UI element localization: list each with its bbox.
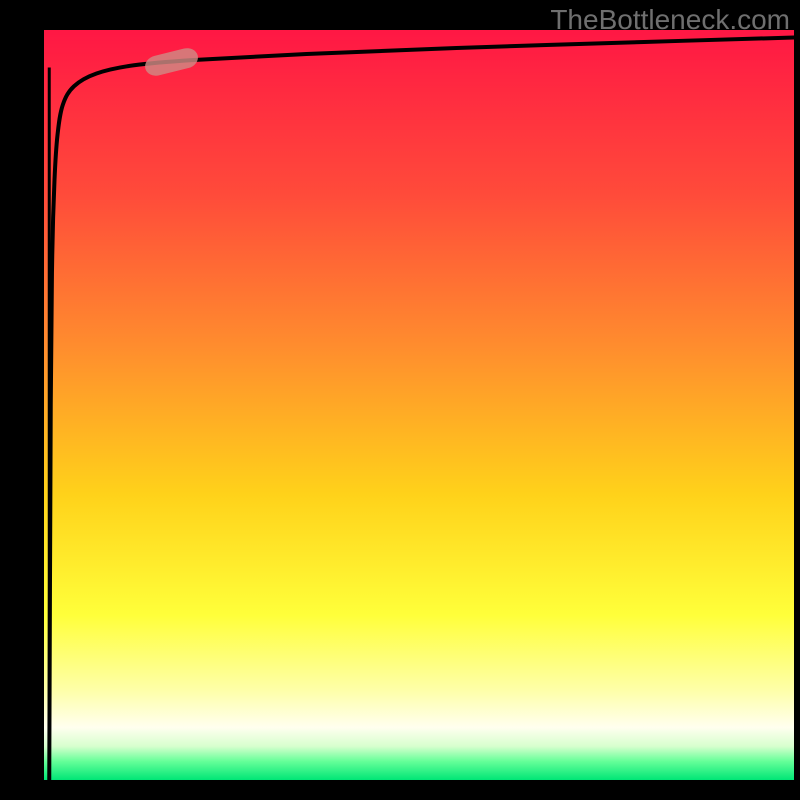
chart-frame: TheBottleneck.com — [0, 0, 800, 800]
bottleneck-curve-chart — [0, 0, 800, 800]
plot-background — [44, 30, 794, 780]
watermark-text: TheBottleneck.com — [550, 4, 790, 36]
